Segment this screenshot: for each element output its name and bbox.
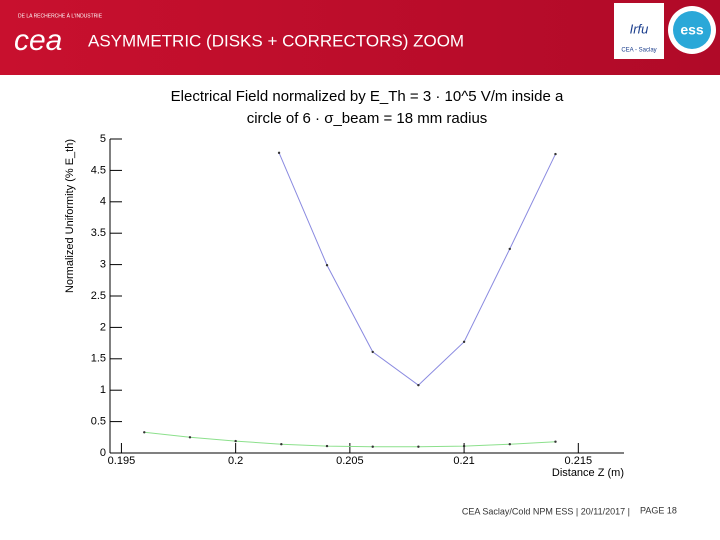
header-title: ASYMMETRIC (DISKS + CORRECTORS) ZOOM xyxy=(88,31,464,50)
ess-logo: ess xyxy=(680,22,704,38)
y-tick-label: 5 xyxy=(100,133,106,145)
y-tick-label: 2 xyxy=(100,321,106,333)
series-line xyxy=(278,152,556,386)
y-tick-label: 1 xyxy=(100,384,106,396)
data-point xyxy=(417,383,420,387)
page-number: PAGE 18 xyxy=(640,505,677,515)
x-axis-label: Distance Z (m) xyxy=(552,467,624,479)
data-point xyxy=(462,444,466,448)
data-point xyxy=(371,350,374,354)
data-point xyxy=(554,440,557,443)
data-point xyxy=(234,439,237,443)
data-point xyxy=(188,436,192,439)
tagline: DE LA RECHERCHE À L'INDUSTRIE xyxy=(18,12,103,19)
chart: Electrical Field normalized by E_Th = 3 … xyxy=(64,88,624,479)
x-tick-label: 0.21 xyxy=(453,455,474,467)
irfu-logo-box xyxy=(614,3,664,59)
data-point xyxy=(371,445,374,448)
data-point xyxy=(143,431,146,434)
y-tick-label: 1.5 xyxy=(91,353,106,365)
x-tick-label: 0.215 xyxy=(565,455,593,467)
data-point xyxy=(417,445,420,448)
y-tick-label: 0.5 xyxy=(91,416,106,428)
footer-text: CEA Saclay/Cold NPM ESS | 20/11/2017 | xyxy=(462,506,630,516)
data-point xyxy=(554,152,557,156)
data-point xyxy=(277,151,281,155)
logo: cea xyxy=(14,24,62,57)
data-point xyxy=(280,443,283,446)
irfu-logo: Irfu xyxy=(630,21,649,36)
y-tick-label: 3 xyxy=(100,259,106,271)
chart-title: Electrical Field normalized by E_Th = 3 … xyxy=(171,88,564,105)
data-point xyxy=(462,340,466,344)
y-tick-label: 4.5 xyxy=(91,164,106,176)
data-point xyxy=(325,444,329,448)
y-tick-label: 0 xyxy=(100,447,106,459)
x-tick-label: 0.2 xyxy=(228,455,243,467)
header-band xyxy=(0,0,720,75)
y-tick-label: 4 xyxy=(100,196,106,208)
irfu-logo-sub: CEA - Saclay xyxy=(621,48,656,54)
data-point xyxy=(325,264,329,267)
y-tick-label: 2.5 xyxy=(91,290,106,302)
ess-logo-inner xyxy=(673,11,711,49)
plot-area xyxy=(143,151,557,448)
series-line xyxy=(144,431,556,448)
y-tick-label: 3.5 xyxy=(91,227,106,239)
x-tick-label: 0.205 xyxy=(336,455,364,467)
y-axis-label: Normalized Uniformity (% E_th) xyxy=(64,139,76,293)
chart-title: circle of 6 · σ_beam = 18 mm radius xyxy=(247,110,488,127)
data-point xyxy=(508,443,511,446)
data-point xyxy=(508,247,511,251)
x-tick-label: 0.195 xyxy=(108,455,136,467)
